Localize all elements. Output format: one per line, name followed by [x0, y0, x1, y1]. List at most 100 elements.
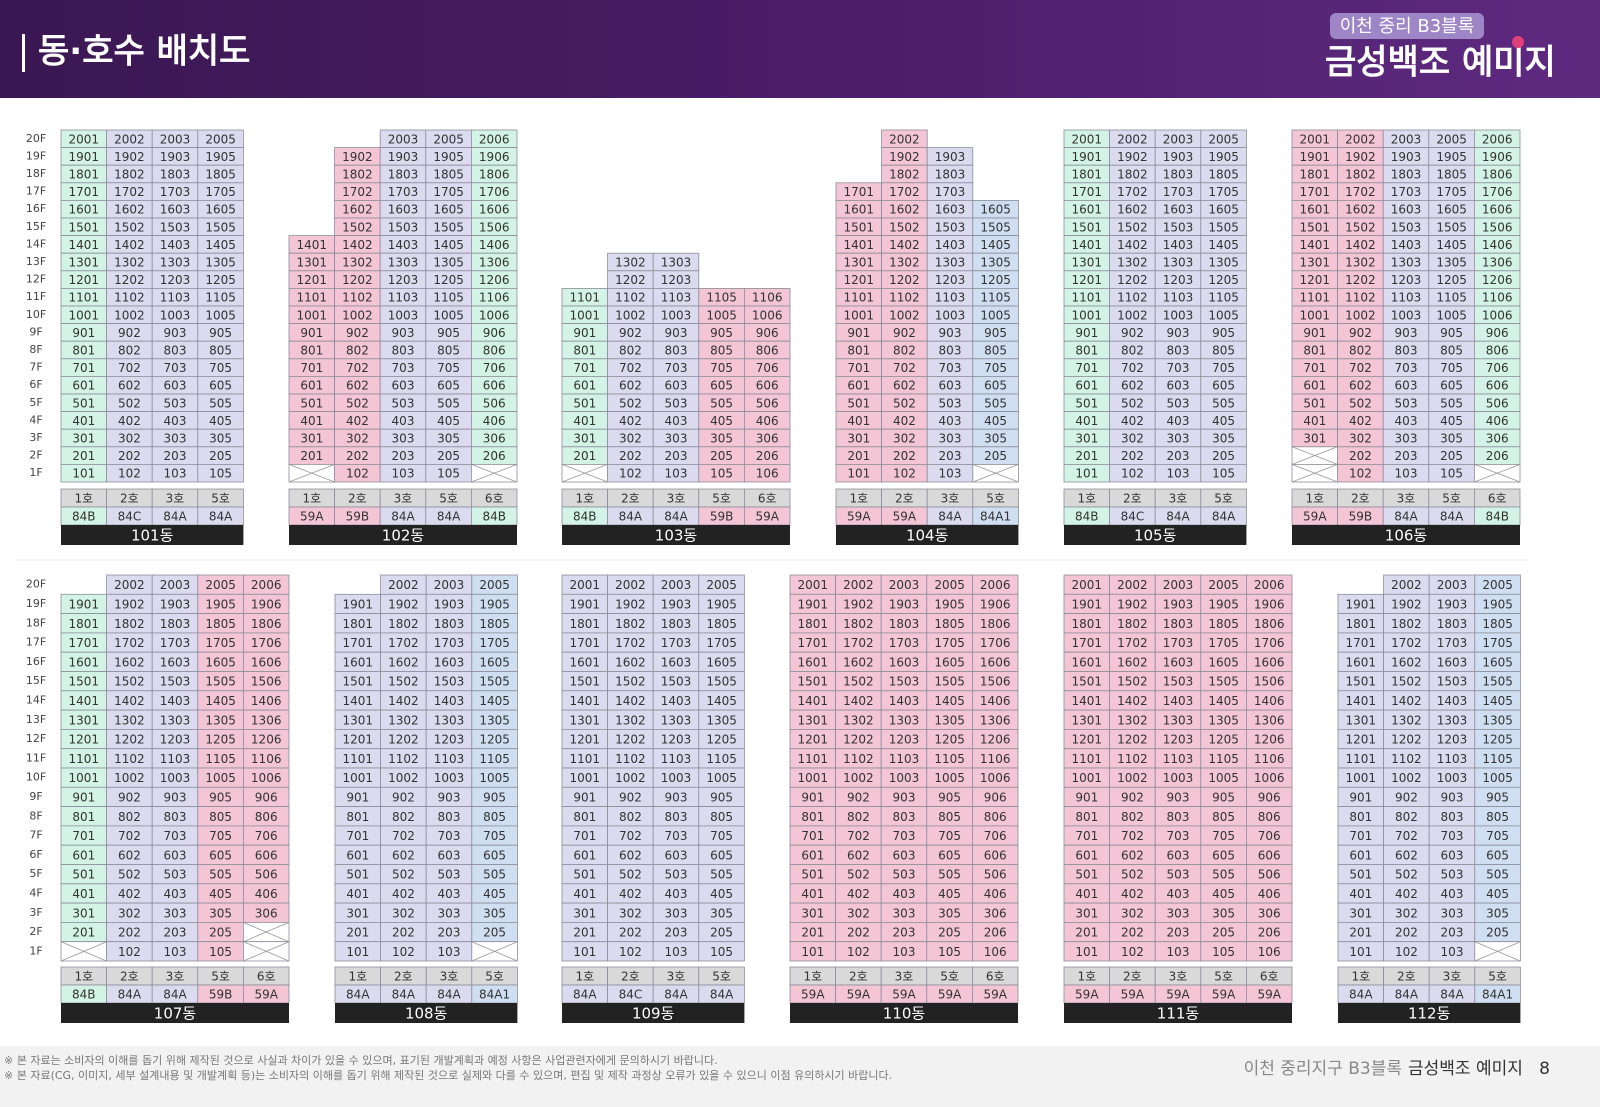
- unit-number: 1006: [752, 308, 783, 322]
- unit-number: 1006: [1482, 308, 1513, 322]
- unit-number: 305: [437, 432, 460, 446]
- unit-number: 1303: [1163, 256, 1194, 270]
- unit-number: 1905: [1482, 597, 1513, 611]
- unit-number: 1902: [1117, 597, 1148, 611]
- unit-number: 906: [1258, 790, 1281, 804]
- unit-number: 603: [665, 848, 688, 862]
- line-label: 2호: [1123, 970, 1142, 984]
- unit-number: 1406: [980, 694, 1011, 708]
- unit-number: 505: [938, 868, 961, 882]
- type-label: 84A: [1349, 988, 1373, 1002]
- unit-number: 1102: [615, 291, 646, 305]
- unit-number: 303: [1441, 906, 1464, 920]
- unit-number: 1903: [160, 597, 191, 611]
- unit-number: 2001: [1072, 132, 1103, 146]
- unit-number: 1805: [205, 617, 236, 631]
- unit-number: 602: [619, 848, 642, 862]
- unit-number: 1305: [706, 713, 737, 727]
- unit-number: 202: [619, 449, 642, 463]
- unit-number: 1202: [1117, 733, 1148, 747]
- floor-label: 5F: [29, 867, 42, 880]
- unit-number: 502: [893, 396, 916, 410]
- type-label: 84C: [619, 988, 643, 1002]
- unit-number: 606: [255, 848, 278, 862]
- unit-number: 901: [1075, 790, 1098, 804]
- unit-number: 906: [984, 790, 1007, 804]
- unit-number: 1906: [251, 597, 282, 611]
- unit-number: 805: [710, 810, 733, 824]
- unit-number: 601: [1075, 379, 1098, 393]
- unit-number: 1003: [434, 771, 465, 785]
- building-name: 103동: [655, 527, 698, 545]
- unit-number: 903: [1167, 790, 1190, 804]
- unit-number: 1402: [1117, 238, 1148, 252]
- unit-number: 202: [1121, 926, 1144, 940]
- type-label: 84A1: [479, 988, 510, 1002]
- unit-number: 1205: [479, 733, 510, 747]
- unit-number: 506: [756, 396, 779, 410]
- unit-number: 1202: [1391, 733, 1422, 747]
- unit-number: 501: [573, 396, 596, 410]
- unit-number: 305: [483, 906, 506, 920]
- unit-number: 1201: [69, 273, 100, 287]
- unit-number: 201: [573, 926, 596, 940]
- unit-number: 1601: [1072, 203, 1103, 217]
- unit-number: 1503: [889, 675, 920, 689]
- floor-label: 4F: [29, 413, 42, 426]
- unit-number: 1102: [1117, 752, 1148, 766]
- unit-number: 1101: [1072, 291, 1103, 305]
- type-label: 59A: [1257, 988, 1281, 1002]
- unit-number: 602: [1395, 848, 1418, 862]
- line-label: 1호: [849, 492, 868, 506]
- unit-number: 805: [1486, 810, 1509, 824]
- unit-number: 1802: [1345, 168, 1376, 182]
- empty-cross: [972, 464, 1019, 483]
- floor-label: 7F: [29, 829, 42, 842]
- unit-number: 202: [893, 449, 916, 463]
- unit-number: 1105: [1208, 291, 1239, 305]
- unit-number: 802: [392, 810, 415, 824]
- unit-number: 603: [665, 379, 688, 393]
- unit-number: 1502: [889, 220, 920, 234]
- unit-number: 1805: [479, 617, 510, 631]
- unit-number: 1505: [706, 675, 737, 689]
- unit-number: 403: [392, 414, 415, 428]
- unit-number: 1501: [343, 675, 374, 689]
- unit-number: 903: [939, 326, 962, 340]
- unit-number: 1401: [69, 238, 100, 252]
- unit-cell: [744, 463, 791, 483]
- floor-label: 17F: [26, 185, 46, 198]
- unit-number: 1306: [980, 713, 1011, 727]
- unit-number: 1003: [160, 308, 191, 322]
- unit-number: 1305: [205, 713, 236, 727]
- unit-number: 306: [483, 432, 506, 446]
- unit-number: 1602: [1117, 203, 1148, 217]
- unit-number: 602: [1121, 848, 1144, 862]
- unit-number: 1702: [889, 185, 920, 199]
- unit-number: 1306: [479, 256, 510, 270]
- unit-number: 401: [346, 887, 369, 901]
- unit-number: 106: [1258, 945, 1281, 959]
- line-label: 1호: [302, 492, 321, 506]
- unit-number: 902: [1121, 790, 1144, 804]
- unit-number: 1306: [251, 713, 282, 727]
- floor-label: 9F: [29, 325, 42, 338]
- unit-number: 901: [1075, 326, 1098, 340]
- line-label: 1호: [1351, 970, 1370, 984]
- unit-number: 801: [801, 810, 824, 824]
- unit-number: 1301: [1072, 256, 1103, 270]
- line-label: 3호: [1169, 492, 1188, 506]
- unit-number: 301: [346, 906, 369, 920]
- type-label: 84A: [346, 988, 370, 1002]
- unit-number: 1401: [844, 238, 875, 252]
- unit-number: 205: [1440, 449, 1463, 463]
- unit-number: 906: [483, 326, 506, 340]
- unit-number: 1202: [615, 733, 646, 747]
- unit-number: 1201: [570, 733, 601, 747]
- building-name: 107동: [154, 1005, 197, 1023]
- unit-number: 1802: [1391, 617, 1422, 631]
- unit-number: 1301: [570, 713, 601, 727]
- type-label: 84B: [1485, 510, 1509, 524]
